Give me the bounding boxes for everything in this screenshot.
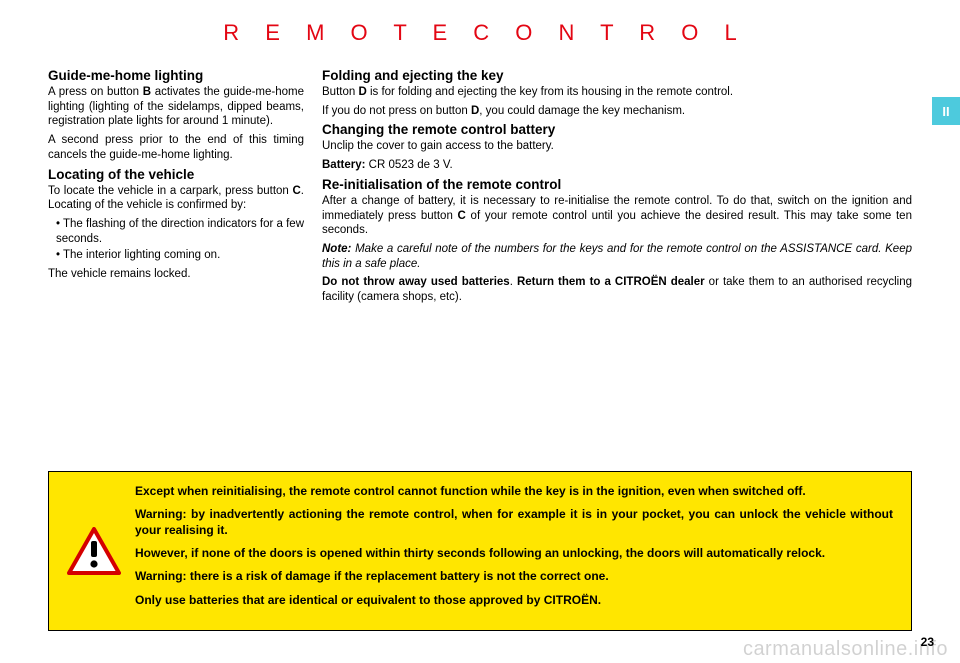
reinit-p3: Do not throw away used batteries. Return… — [322, 275, 912, 304]
locating-key-c: C — [292, 185, 300, 197]
fold-p1-c: is for folding and ejecting the key from… — [367, 86, 733, 98]
locating-p2: The vehicle remains locked. — [48, 267, 304, 282]
chg-p2: Battery: CR 0523 de 3 V. — [322, 158, 912, 173]
locating-p1: To locate the vehicle in a carpark, pres… — [48, 184, 304, 213]
warning-p5: Only use batteries that are identical or… — [135, 593, 893, 608]
battery-label: Battery: — [322, 159, 365, 171]
locating-heading: Locating of the vehicle — [48, 167, 304, 182]
list-item: The interior lighting coming on. — [56, 248, 304, 263]
page-container: R E M O T E C O N T R O L II Guide-me-ho… — [0, 0, 960, 663]
warning-p1: Except when reinitialising, the remote c… — [135, 484, 893, 499]
reinit-heading: Re-initialisation of the remote control — [322, 177, 912, 192]
warning-p4: Warning: there is a risk of damage if th… — [135, 569, 893, 584]
fold-p1: Button D is for folding and ejecting the… — [322, 85, 912, 100]
guide-p1-a: A press on button — [48, 86, 143, 98]
warning-p3: However, if none of the doors is opened … — [135, 546, 893, 561]
watermark: carmanualsonline.info — [743, 638, 948, 661]
guide-p2: A second press prior to the end of this … — [48, 133, 304, 162]
guide-key-b: B — [143, 86, 151, 98]
battery-value: CR 0523 de 3 V. — [365, 159, 452, 171]
note-body: Make a careful note of the numbers for t… — [322, 243, 912, 270]
fold-p2-c: , you could damage the key mechanism. — [479, 105, 685, 117]
list-item: The flashing of the direction indicators… — [56, 217, 304, 246]
left-column: Guide-me-home lighting A press on button… — [48, 68, 304, 309]
reinit-p3-a: Do not throw away used batteries — [322, 276, 510, 288]
reinit-p1: After a change of battery, it is necessa… — [322, 194, 912, 238]
chg-heading: Changing the remote control battery — [322, 122, 912, 137]
chapter-tab: II — [932, 97, 960, 125]
page-title: R E M O T E C O N T R O L — [213, 20, 746, 45]
note-label: Note: — [322, 243, 351, 255]
content-columns: Guide-me-home lighting A press on button… — [48, 68, 912, 309]
warning-p2: Warning: by inadvertently actioning the … — [135, 507, 893, 538]
locating-list: The flashing of the direction indicators… — [56, 217, 304, 263]
chapter-label: II — [942, 104, 949, 119]
reinit-key-c: C — [458, 210, 466, 222]
warning-box: Except when reinitialising, the remote c… — [48, 471, 912, 631]
fold-key-d: D — [358, 86, 366, 98]
locating-p1-a: To locate the vehicle in a carpark, pres… — [48, 185, 292, 197]
warning-icon — [67, 527, 121, 575]
guide-heading: Guide-me-home lighting — [48, 68, 304, 83]
fold-p2-a: If you do not press on button — [322, 105, 471, 117]
fold-p2: If you do not press on button D, you cou… — [322, 104, 912, 119]
fold-p1-a: Button — [322, 86, 358, 98]
reinit-p3-c: Return them to a CITROËN dealer — [517, 276, 705, 288]
right-column: Folding and ejecting the key Button D is… — [322, 68, 912, 309]
title-row: R E M O T E C O N T R O L — [48, 20, 912, 46]
reinit-note: Note: Make a careful note of the numbers… — [322, 242, 912, 271]
chg-p1: Unclip the cover to gain access to the b… — [322, 139, 912, 154]
fold-heading: Folding and ejecting the key — [322, 68, 912, 83]
guide-p1: A press on button B activates the guide-… — [48, 85, 304, 129]
reinit-p3-b: . — [510, 276, 517, 288]
